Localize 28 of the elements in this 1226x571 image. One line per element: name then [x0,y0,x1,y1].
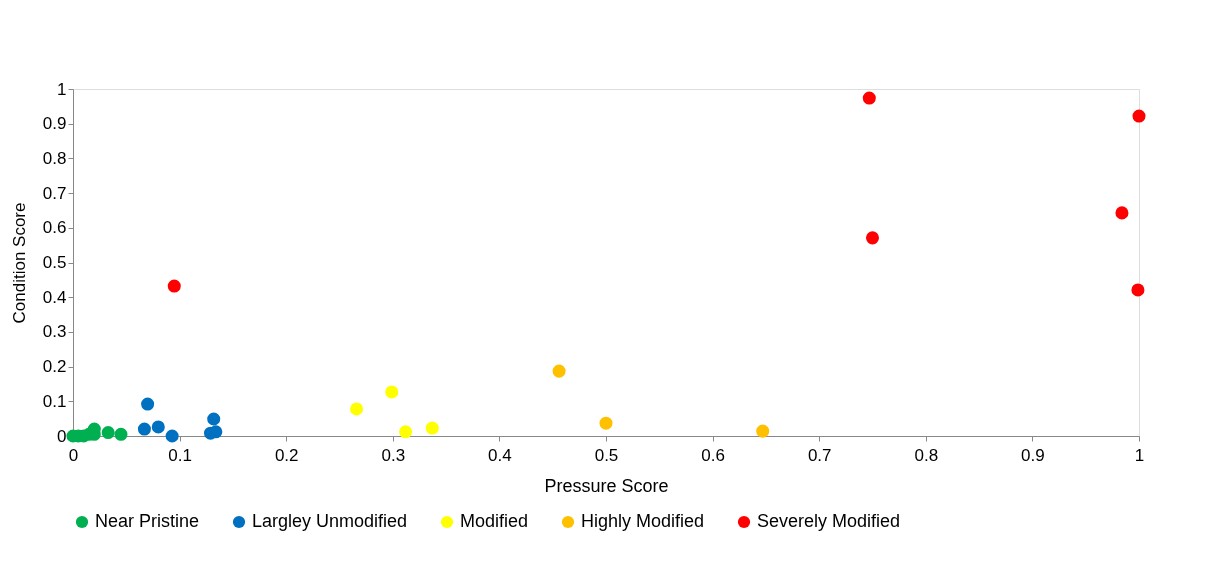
legend-label: Near Pristine [95,511,200,531]
legend-label: Largley Unmodified [252,511,408,531]
y-axis-title: Condition Score [9,202,29,324]
y-tick-label: 0.9 [42,114,67,134]
x-tick-label: 1 [1134,445,1145,465]
y-tick-label: 0.2 [42,357,67,377]
legend-label: Modified [460,511,529,531]
y-tick-label: 0.4 [42,287,67,307]
legend-label: Severely Modified [757,511,901,531]
x-tick-label: 0.1 [168,445,192,465]
y-tick-label: 0 [57,426,67,446]
x-axis-title: Pressure Score [544,475,669,496]
y-tick-label: 1 [57,79,67,99]
y-tick-label: 0.7 [42,183,67,203]
x-tick-label: 0.8 [914,445,939,465]
x-tick-label: 0.4 [488,445,512,465]
x-tick-label: 0.2 [274,445,299,465]
y-tick-label: 0.5 [42,253,67,272]
x-tick-label: 0.9 [1021,445,1045,465]
y-tick-label: 0.8 [42,148,67,168]
y-tick-label: 0.6 [42,218,67,238]
x-tick-label: 0.6 [701,445,725,465]
x-tick-label: 0.7 [807,445,832,465]
y-tick-label: 0.3 [42,322,67,342]
legend-label: Highly Modified [581,511,705,531]
x-tick-label: 0.5 [594,445,619,465]
y-tick-label: 0.1 [42,391,67,411]
x-tick-label: 0.3 [381,445,406,465]
